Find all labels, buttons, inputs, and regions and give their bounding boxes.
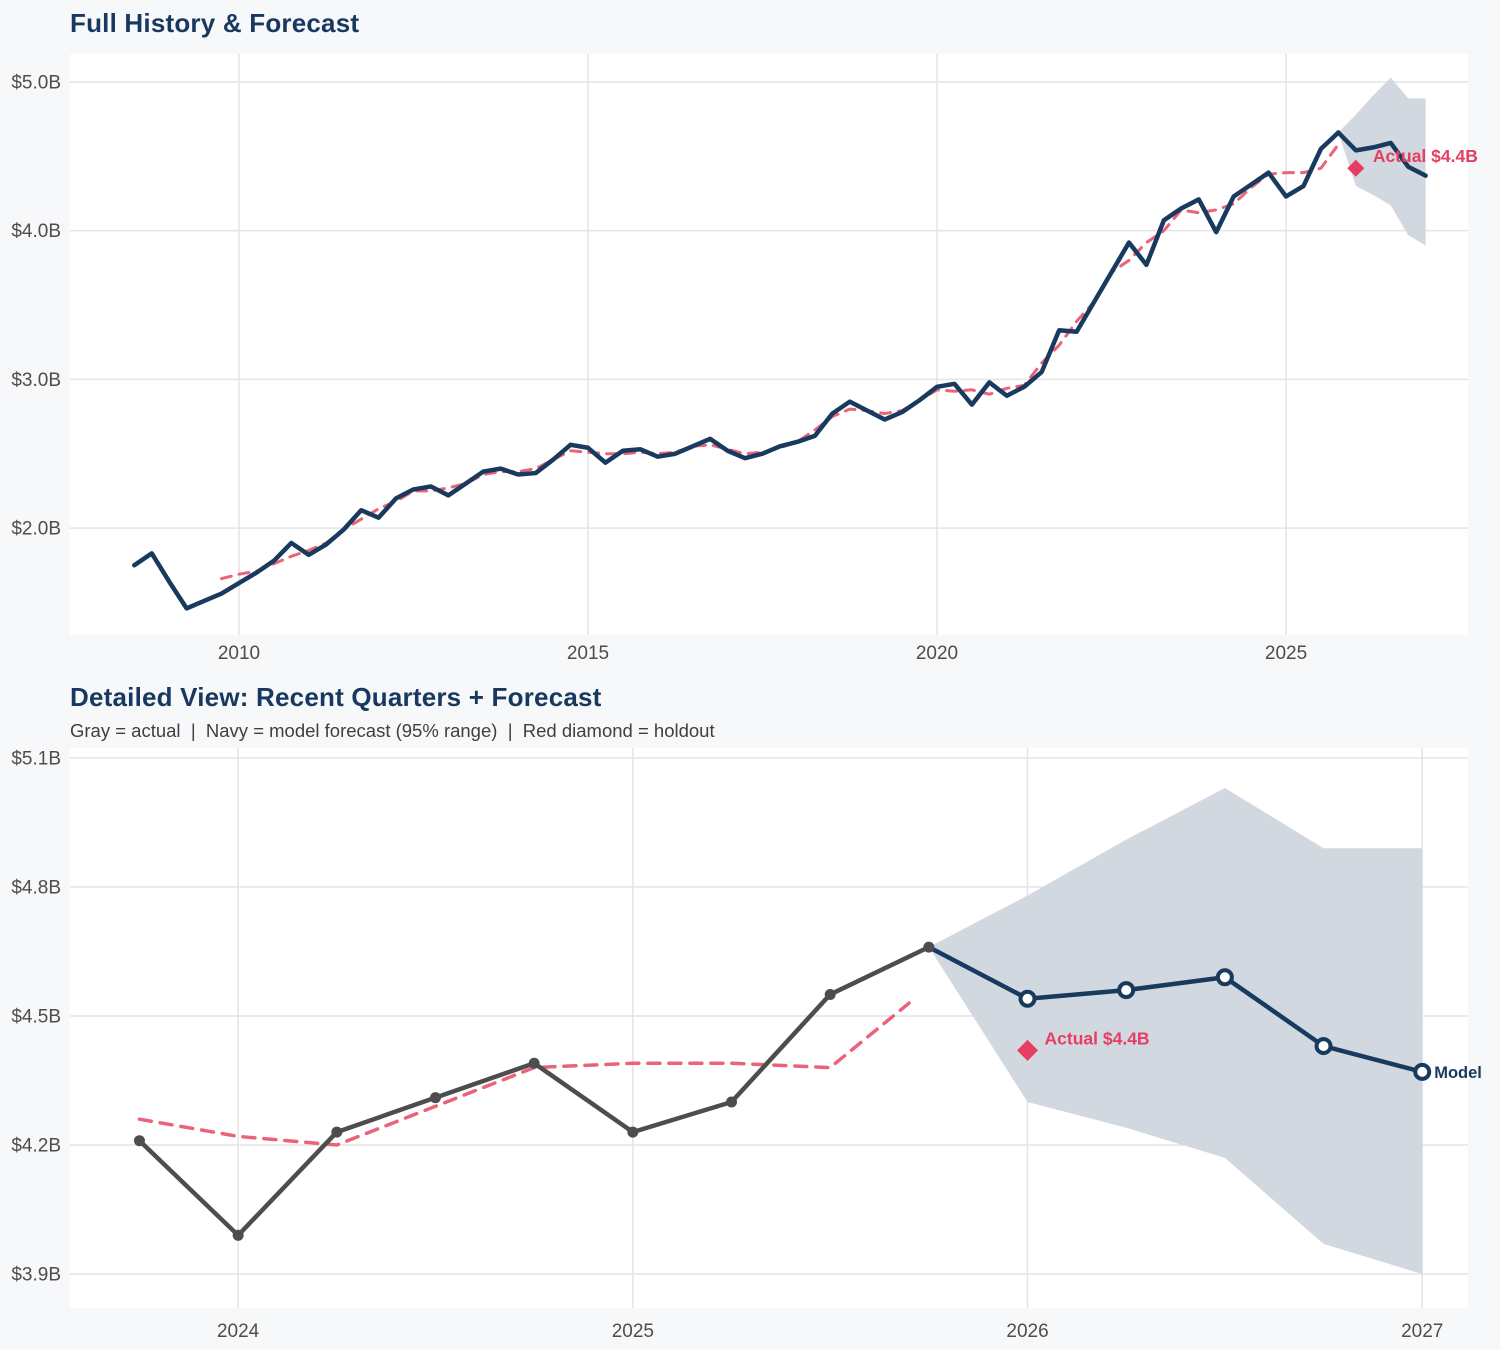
svg-text:2015: 2015 xyxy=(567,643,609,664)
svg-text:Actual $4.4B: Actual $4.4B xyxy=(1373,146,1478,166)
svg-text:$3.0B: $3.0B xyxy=(11,370,61,391)
svg-text:$5.1B: $5.1B xyxy=(11,748,61,769)
svg-text:$3.9B: $3.9B xyxy=(11,1265,61,1286)
svg-text:$4.5B: $4.5B xyxy=(11,1006,61,1027)
svg-text:2026: 2026 xyxy=(1006,1321,1048,1342)
svg-text:2027: 2027 xyxy=(1401,1321,1443,1342)
svg-text:2010: 2010 xyxy=(218,643,260,664)
svg-text:Actual $4.4B: Actual $4.4B xyxy=(1045,1028,1150,1048)
svg-text:2020: 2020 xyxy=(916,643,958,664)
svg-text:$4.8B: $4.8B xyxy=(11,877,61,898)
svg-text:2024: 2024 xyxy=(217,1321,260,1342)
svg-text:$4.2B: $4.2B xyxy=(11,1135,61,1156)
svg-text:$2.0B: $2.0B xyxy=(11,519,61,540)
full-history-chart: 2010 2015 2020 2025 $5.0B $4.0B $3.0B $2.0B Actu… xyxy=(11,54,1478,664)
svg-text:2025: 2025 xyxy=(1265,643,1307,664)
svg-text:Model: Model xyxy=(1434,1064,1482,1082)
full-history-title: Full History & Forecast xyxy=(70,8,360,38)
detailed-view-chart: 2024 2025 2026 2027 $5.1B $4.8B $4.5B $4.2B $3.9… xyxy=(11,748,1482,1342)
svg-text:$5.0B: $5.0B xyxy=(11,72,61,93)
svg-text:$4.0B: $4.0B xyxy=(11,221,61,242)
svg-text:2025: 2025 xyxy=(612,1321,654,1342)
detailed-view-title: Detailed View: Recent Quarters + Forecas… xyxy=(70,682,602,712)
detailed-view-legend-text: Gray = actual | Navy = model forecast (9… xyxy=(70,720,715,741)
